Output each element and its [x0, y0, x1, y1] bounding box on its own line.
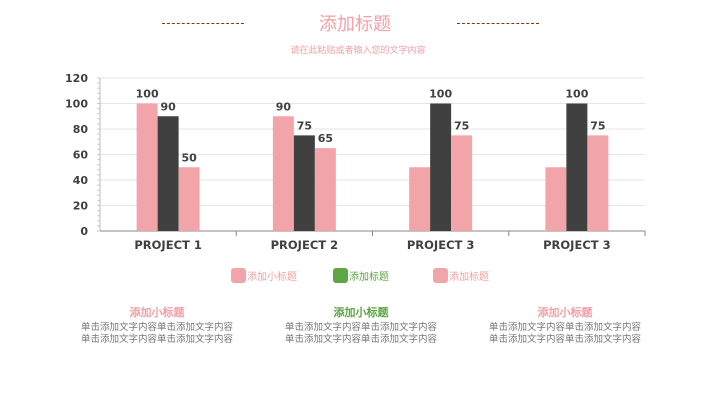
page-subtitle: 请在此粘贴或者输入您的文字内容: [290, 46, 426, 56]
legend-item-3: 添加标题: [433, 268, 489, 283]
legend-swatch: [333, 268, 348, 283]
x-tick-label: PROJECT 1: [134, 238, 201, 252]
page-title: 添加标题: [319, 14, 391, 35]
data-label: 75: [297, 119, 312, 132]
data-label: 90: [160, 100, 176, 113]
title-dash-right: [457, 23, 539, 24]
bar: [451, 135, 473, 231]
y-tick-label: 100: [65, 98, 88, 111]
bar: [545, 167, 567, 231]
data-label: 90: [276, 100, 292, 113]
bar: [430, 103, 452, 231]
bar: [136, 103, 158, 231]
data-label: 75: [454, 119, 469, 132]
column-text: 单击添加文字内容单击添加文字内容: [284, 334, 437, 345]
column-heading: 添加小标题: [129, 306, 185, 319]
data-label: 65: [318, 132, 333, 145]
y-tick-label: 60: [73, 149, 89, 162]
column-text: 单击添加文字内容单击添加文字内容: [284, 322, 437, 333]
column-heading: 添加小标题: [537, 306, 593, 319]
bar: [587, 135, 609, 231]
y-tick-label: 80: [73, 123, 89, 136]
bar: [157, 116, 179, 231]
legend-label: 添加标题: [349, 272, 389, 283]
column-text: 单击添加文字内容单击添加文字内容: [488, 334, 641, 345]
text-column-3: 添加小标题单击添加文字内容单击添加文字内容 单击添加文字内容单击添加文字内容: [475, 304, 655, 346]
column-text: 单击添加文字内容单击添加文字内容: [80, 322, 233, 333]
bar: [566, 103, 588, 231]
column-text: 单击添加文字内容单击添加文字内容: [488, 322, 641, 333]
bar: [178, 167, 200, 231]
data-label: 75: [590, 119, 605, 132]
data-label: 50: [181, 151, 197, 164]
y-tick-label: 20: [73, 200, 89, 213]
text-column-2: 添加小标题单击添加文字内容单击添加文字内容 单击添加文字内容单击添加文字内容: [271, 304, 451, 346]
legend-swatch: [231, 268, 246, 283]
title-dash-left: [162, 23, 244, 24]
data-label: 100: [565, 88, 588, 101]
legend-label: 添加标题: [449, 272, 489, 283]
y-tick-label: 40: [73, 174, 89, 187]
legend-item-2: 添加标题: [333, 268, 389, 283]
bar: [272, 116, 294, 231]
y-tick-label: 0: [80, 225, 88, 238]
bar: [314, 148, 336, 231]
data-label: 100: [136, 88, 159, 101]
data-label: 100: [429, 88, 452, 101]
column-text: 单击添加文字内容单击添加文字内容: [80, 334, 233, 345]
bar: [293, 135, 315, 231]
y-tick-label: 120: [65, 72, 88, 85]
x-tick-label: PROJECT 3: [407, 238, 474, 252]
text-column-1: 添加小标题单击添加文字内容单击添加文字内容 单击添加文字内容单击添加文字内容: [67, 304, 247, 346]
legend-swatch: [433, 268, 448, 283]
bar: [409, 167, 431, 231]
x-tick-label: PROJECT 3: [543, 238, 610, 252]
column-heading: 添加小标题: [333, 306, 389, 319]
x-tick-label: PROJECT 2: [271, 238, 338, 252]
legend-item-1: 添加小标题: [231, 268, 297, 283]
legend-label: 添加小标题: [247, 272, 297, 283]
